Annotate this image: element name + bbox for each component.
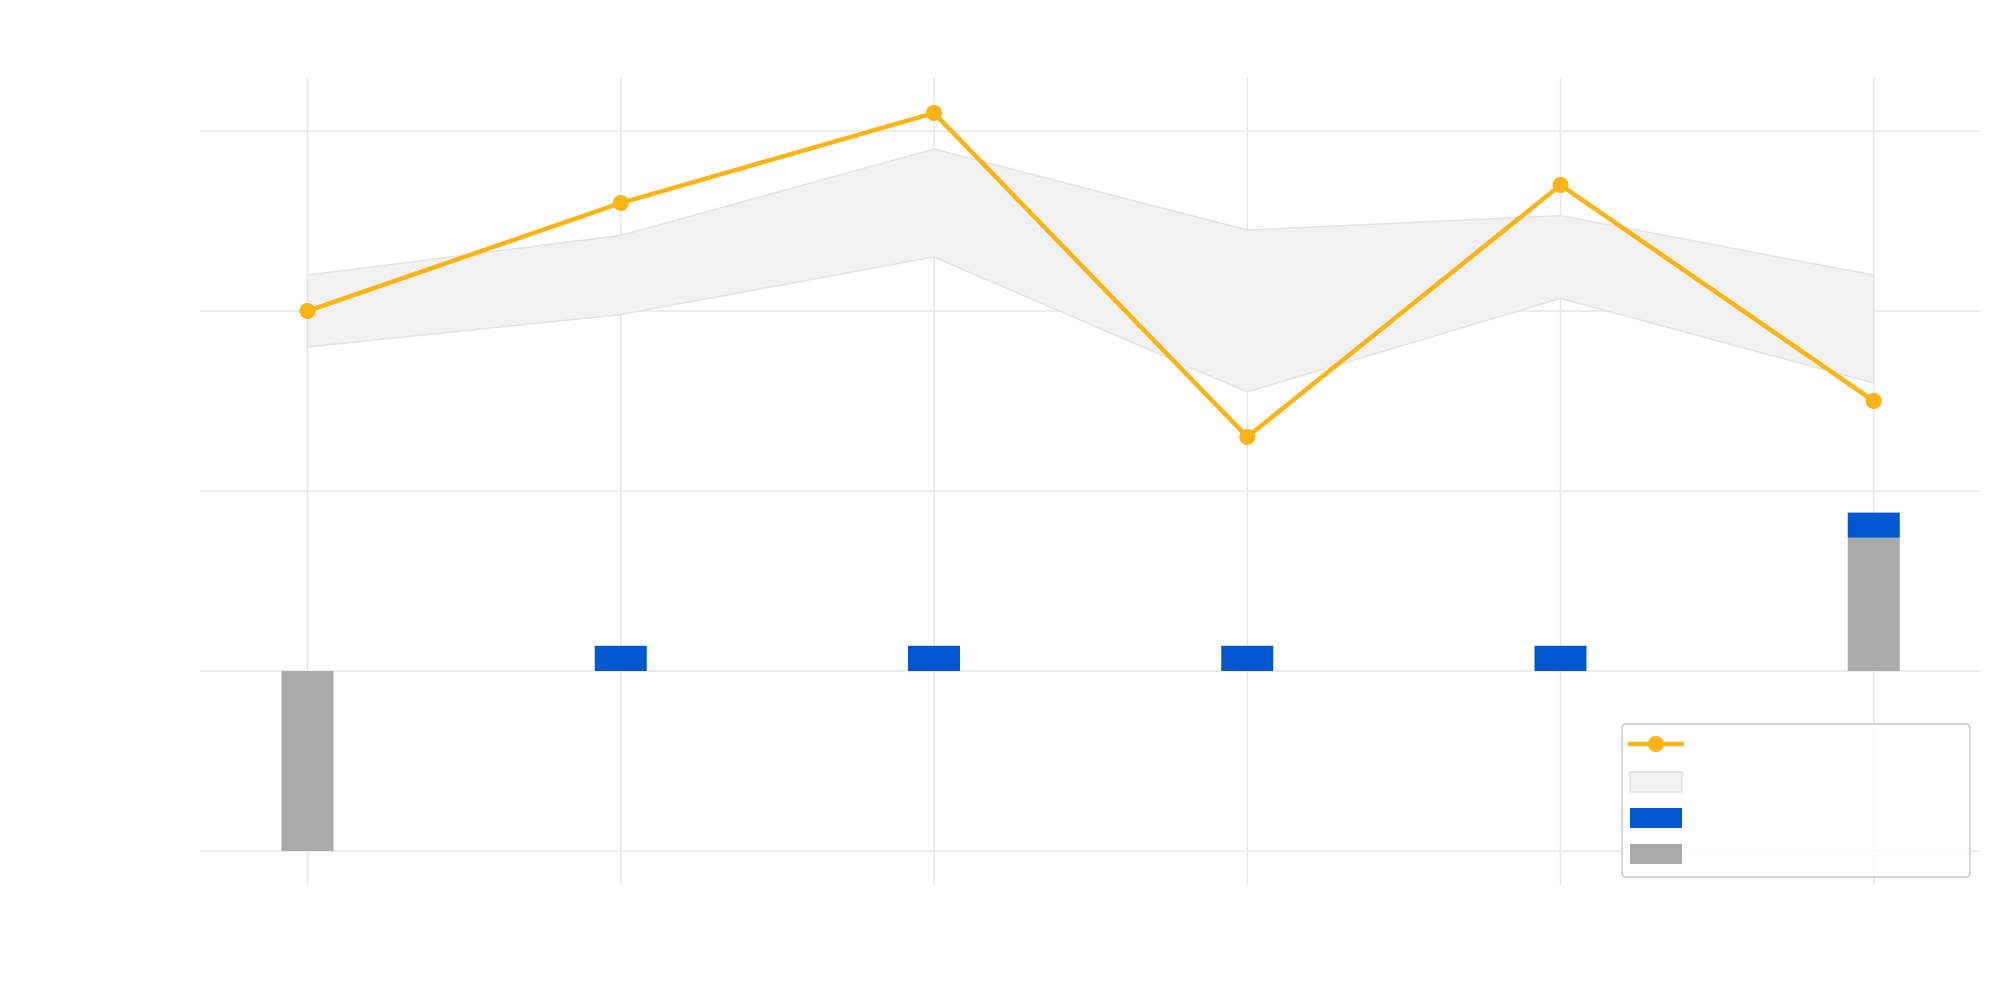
legend-band-swatch (1629, 771, 1683, 793)
band-layer (306, 148, 1875, 393)
bar-layer (281, 512, 1900, 851)
series-point-5 (1552, 177, 1569, 193)
series-point-6 (1865, 393, 1882, 409)
confidence-band (306, 148, 1875, 393)
bar-s2-x6 (1847, 537, 1900, 671)
series-point-3 (926, 105, 942, 121)
bar-s1-x6 (1847, 512, 1900, 538)
legend-bar1-swatch (1630, 808, 1682, 828)
bar-s1-x2 (594, 645, 647, 671)
series-line (306, 110, 1876, 441)
bar-s1-x4 (1221, 645, 1274, 671)
legend (1621, 723, 1971, 878)
line-layer (299, 105, 1882, 445)
legend-frame (1621, 723, 1971, 878)
series-point-4 (1239, 429, 1256, 445)
bar-s1-x3 (908, 645, 960, 671)
series-point-1 (299, 303, 316, 319)
legend-bar2-swatch (1630, 844, 1682, 864)
bar-s2-x1 (281, 671, 334, 851)
legend-line-marker (1648, 736, 1664, 752)
bar-s1-x5 (1534, 645, 1587, 671)
series-point-2 (612, 195, 629, 211)
